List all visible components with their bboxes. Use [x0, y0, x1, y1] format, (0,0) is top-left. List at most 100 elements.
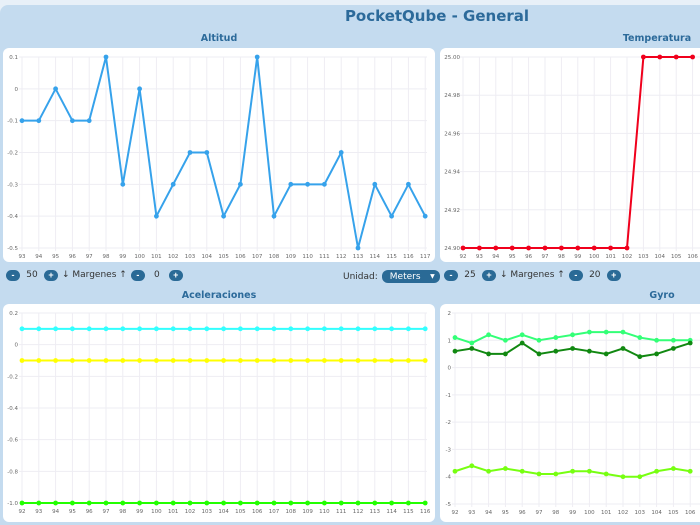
data-point — [288, 181, 294, 187]
y-tick-label: 24.98 — [444, 93, 460, 99]
margins-label: ↓ Margenes ↑ — [62, 270, 127, 280]
y-tick-label: -2 — [446, 420, 451, 426]
dashboard-panel: PocketQube - General Altitud 0.1 0 -0.1 -0.… — [0, 5, 700, 525]
data-point — [53, 358, 58, 363]
data-point — [422, 213, 428, 219]
data-point — [620, 474, 626, 480]
y-tick-label: 24.92 — [444, 208, 460, 214]
y-tick-label: 25.00 — [444, 55, 460, 61]
y-tick-label: -1 — [446, 393, 451, 399]
data-point — [687, 340, 693, 346]
data-point — [120, 500, 126, 506]
x-tick-label: 100 — [589, 254, 600, 260]
altitude-title: Altitud — [200, 33, 238, 44]
data-point — [19, 500, 25, 506]
data-point — [536, 351, 542, 357]
data-point — [637, 354, 643, 360]
x-tick-label: 103 — [202, 509, 213, 515]
data-point — [103, 54, 109, 60]
data-point — [120, 358, 126, 363]
altitude-left-minus-button[interactable]: - — [6, 269, 20, 281]
gyro-chart: 2 1 0 -1 -2 -3 -4 -5 92 93 94 95 96 97 98 99 100 101 102 10… — [440, 304, 700, 522]
x-tick-label: 97 — [103, 509, 110, 515]
x-tick-label: 111 — [336, 509, 347, 515]
data-point — [620, 346, 626, 351]
x-tick-label: 101 — [168, 509, 179, 515]
x-tick-label: 111 — [319, 254, 330, 260]
accel-title: Aceleraciones — [181, 290, 257, 301]
data-point — [238, 358, 243, 363]
data-point — [389, 500, 394, 506]
data-point — [553, 348, 559, 354]
data-point — [637, 335, 643, 340]
data-point — [624, 245, 630, 251]
data-point — [204, 500, 210, 506]
data-point — [170, 181, 176, 187]
x-tick-label: 92 — [19, 509, 26, 515]
data-point — [322, 181, 327, 187]
altitude-left-plus-button[interactable]: + — [44, 269, 58, 281]
x-tick-label: 97 — [542, 254, 549, 260]
x-tick-label: 98 — [119, 509, 126, 515]
y-tick-label: -0.2 — [7, 374, 18, 380]
x-tick-label: 101 — [601, 510, 612, 516]
x-tick-label: 110 — [302, 254, 313, 260]
data-point — [671, 337, 676, 343]
x-tick-label: 103 — [635, 510, 646, 516]
data-point — [372, 181, 378, 187]
data-point — [575, 245, 581, 251]
temperature-right-minus-button[interactable]: - — [568, 269, 583, 281]
data-point — [70, 358, 75, 363]
data-point — [187, 326, 193, 332]
data-point — [103, 358, 109, 363]
temperature-left-minus-button[interactable]: - — [444, 269, 458, 281]
gyro-title: Gyro — [649, 290, 675, 301]
y-tick-label: -4 — [446, 475, 452, 481]
x-tick-label: 97 — [86, 254, 93, 260]
data-point — [170, 500, 176, 506]
data-point — [305, 358, 310, 363]
data-point — [254, 500, 260, 506]
temperature-left-plus-button[interactable]: + — [482, 269, 496, 281]
chevron-down-icon: ▼ — [430, 273, 435, 280]
data-point — [372, 500, 378, 506]
data-point — [322, 500, 327, 506]
y-tick-label: -0.4 — [7, 214, 18, 220]
data-point — [587, 468, 592, 474]
x-tick-label: 93 — [468, 510, 475, 516]
x-tick-label: 104 — [218, 509, 229, 515]
data-point — [603, 471, 609, 477]
data-point — [452, 348, 458, 354]
x-tick-label: 98 — [552, 510, 559, 516]
data-point — [187, 358, 193, 363]
data-point — [154, 358, 159, 363]
unit-selector: Unidad: Meters ▼ — [343, 270, 440, 283]
data-point — [19, 326, 25, 332]
x-tick-label: 100 — [151, 509, 162, 515]
altitude-right-minus-button[interactable]: - — [130, 269, 145, 281]
data-point — [204, 358, 210, 363]
data-point — [305, 326, 310, 332]
data-point — [591, 245, 597, 251]
x-tick-label: 106 — [252, 509, 263, 515]
data-point — [137, 358, 143, 363]
data-point — [536, 471, 542, 477]
data-point — [238, 326, 243, 332]
unit-select[interactable]: Meters ▼ — [381, 270, 440, 283]
x-tick-label: 106 — [687, 254, 698, 260]
x-tick-label: 99 — [136, 509, 143, 515]
data-point — [322, 358, 327, 363]
unit-label: Unidad: — [343, 271, 378, 282]
data-point — [19, 118, 25, 124]
altitude-right-plus-button[interactable]: + — [168, 269, 183, 281]
x-tick-label: 95 — [52, 254, 59, 260]
data-point — [570, 332, 575, 338]
page-title: PocketQube - General — [344, 7, 530, 25]
data-point — [187, 500, 193, 506]
data-point — [120, 181, 126, 187]
data-point — [86, 500, 92, 506]
altitude-right-value: 0 — [153, 270, 160, 280]
x-tick-label: 96 — [69, 254, 76, 260]
temperature-right-value: 20 — [589, 270, 601, 280]
temperature-right-plus-button[interactable]: + — [606, 269, 621, 281]
